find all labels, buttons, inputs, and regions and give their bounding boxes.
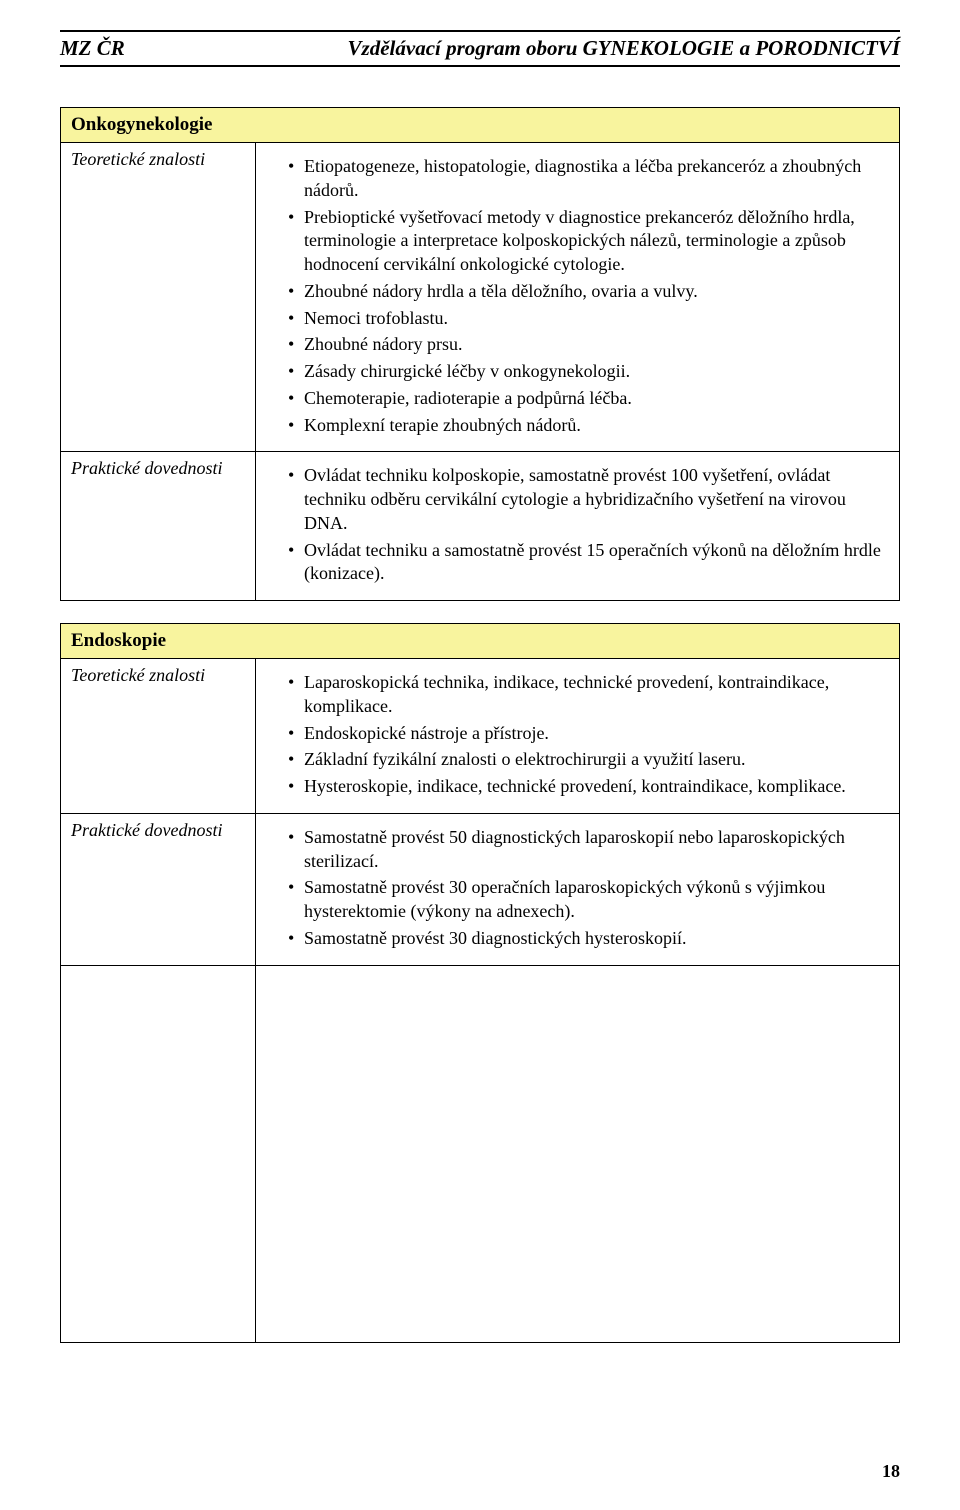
list-item: Chemoterapie, radioterapie a podpůrná lé… bbox=[288, 387, 889, 411]
list-item: Etiopatogeneze, histopatologie, diagnost… bbox=[288, 155, 889, 203]
list-item: Zhoubné nádory prsu. bbox=[288, 333, 889, 357]
row-content: Laparoskopická technika, indikace, techn… bbox=[256, 659, 900, 814]
list-item: Nemoci trofoblastu. bbox=[288, 307, 889, 331]
list-item: Endoskopické nástroje a přístroje. bbox=[288, 722, 889, 746]
table-row: Teoretické znalosti Etiopatogeneze, hist… bbox=[61, 143, 900, 452]
section-title: Endoskopie bbox=[61, 624, 900, 659]
section-endoskopie: Endoskopie Teoretické znalosti Laparosko… bbox=[60, 623, 900, 1343]
bullet-list: Laparoskopická technika, indikace, techn… bbox=[266, 671, 889, 799]
list-item: Samostatně provést 30 diagnostických hys… bbox=[288, 927, 889, 951]
table-row: Praktické dovednosti Ovládat techniku ko… bbox=[61, 452, 900, 601]
list-item: Komplexní terapie zhoubných nádorů. bbox=[288, 414, 889, 438]
bullet-list: Samostatně provést 50 diagnostických lap… bbox=[266, 826, 889, 951]
header-left: MZ ČR bbox=[60, 36, 125, 61]
list-item: Zásady chirurgické léčby v onkogynekolog… bbox=[288, 360, 889, 384]
row-label: Praktické dovednosti bbox=[61, 813, 256, 965]
table-row: Teoretické znalosti Laparoskopická techn… bbox=[61, 659, 900, 814]
table-row: Praktické dovednosti Samostatně provést … bbox=[61, 813, 900, 965]
section-title: Onkogynekologie bbox=[61, 108, 900, 143]
row-content: Ovládat techniku kolposkopie, samostatně… bbox=[256, 452, 900, 601]
row-label: Praktické dovednosti bbox=[61, 452, 256, 601]
section-onkogynekologie: Onkogynekologie Teoretické znalosti Etio… bbox=[60, 107, 900, 601]
list-item: Ovládat techniku kolposkopie, samostatně… bbox=[288, 464, 889, 535]
bullet-list: Etiopatogeneze, histopatologie, diagnost… bbox=[266, 155, 889, 437]
list-item: Samostatně provést 50 diagnostických lap… bbox=[288, 826, 889, 874]
page-header: MZ ČR Vzdělávací program oboru GYNEKOLOG… bbox=[60, 34, 900, 65]
header-bottom-rule bbox=[60, 65, 900, 67]
list-item: Hysteroskopie, indikace, technické prove… bbox=[288, 775, 889, 799]
spacer-left bbox=[61, 965, 256, 1342]
row-label: Teoretické znalosti bbox=[61, 659, 256, 814]
spacer-right bbox=[256, 965, 900, 1342]
bullet-list: Ovládat techniku kolposkopie, samostatně… bbox=[266, 464, 889, 586]
list-item: Laparoskopická technika, indikace, techn… bbox=[288, 671, 889, 719]
header-top-rule bbox=[60, 30, 900, 32]
page-number: 18 bbox=[882, 1461, 900, 1482]
list-item: Ovládat techniku a samostatně provést 15… bbox=[288, 539, 889, 587]
list-item: Prebioptické vyšetřovací metody v diagno… bbox=[288, 206, 889, 277]
header-right: Vzdělávací program oboru GYNEKOLOGIE a P… bbox=[348, 36, 900, 61]
page: MZ ČR Vzdělávací program oboru GYNEKOLOG… bbox=[0, 0, 960, 1510]
row-content: Samostatně provést 50 diagnostických lap… bbox=[256, 813, 900, 965]
list-item: Základní fyzikální znalosti o elektrochi… bbox=[288, 748, 889, 772]
list-item: Zhoubné nádory hrdla a těla děložního, o… bbox=[288, 280, 889, 304]
row-content: Etiopatogeneze, histopatologie, diagnost… bbox=[256, 143, 900, 452]
row-label: Teoretické znalosti bbox=[61, 143, 256, 452]
table-row-spacer bbox=[61, 965, 900, 1342]
list-item: Samostatně provést 30 operačních laparos… bbox=[288, 876, 889, 924]
